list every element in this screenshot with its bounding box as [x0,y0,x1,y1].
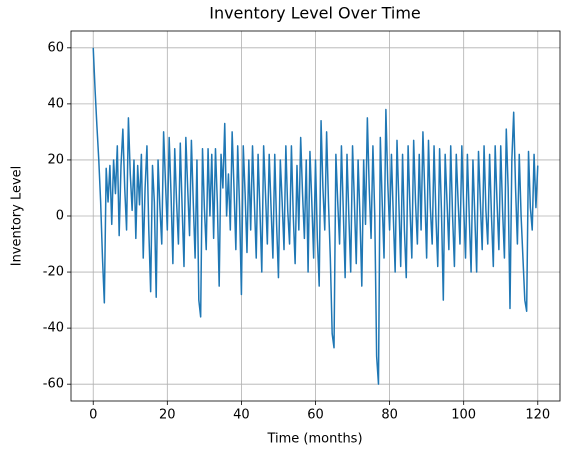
x-tick-label: 40 [233,408,250,423]
x-axis-label: Time (months) [266,432,362,447]
x-tick-label: 100 [451,408,476,423]
plot-frame [70,30,561,402]
y-axis-label: Inventory Level [10,166,25,267]
y-tick-label: 20 [47,152,64,167]
y-tick-label: 60 [47,40,64,55]
y-tick-label: -40 [43,321,64,336]
data-line [92,47,539,385]
x-tick-label: 0 [89,408,97,423]
y-tick-label: -20 [43,265,64,280]
x-tick-label: 120 [525,408,550,423]
y-tick-label: 40 [47,96,64,111]
x-tick-label: 80 [381,408,398,423]
chart-title: Inventory Level Over Time [209,4,421,23]
y-tick-label: 0 [56,209,64,224]
x-tick-label: 20 [159,408,176,423]
y-tick-label: -60 [43,377,64,392]
x-tick-label: 60 [307,408,324,423]
